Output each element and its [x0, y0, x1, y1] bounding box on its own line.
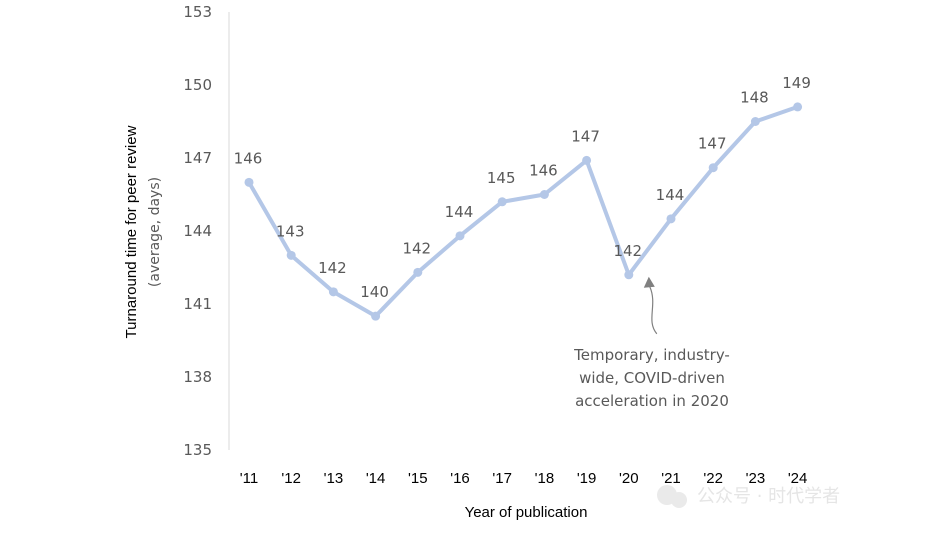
data-point: [539, 190, 549, 199]
annotation-arrow: [649, 286, 658, 335]
annotation-line-1: Temporary, industry-: [573, 346, 730, 364]
data-point: [455, 231, 465, 241]
y-tick-label: 147: [183, 149, 212, 167]
y-axis-title: Turnaround time for peer review: [123, 125, 140, 338]
watermark-text: 公众号 · 时代学者: [697, 486, 840, 507]
data-point: [497, 197, 507, 207]
watermark: 公众号 · 时代学者: [657, 485, 840, 508]
data-point: [708, 163, 718, 173]
data-labels: 146 143 142 140 142 144 145 146 147 142 144 147 148 1…: [234, 74, 811, 301]
y-tick-label: 138: [183, 368, 212, 386]
data-label: 142: [402, 239, 431, 257]
data-point: [582, 155, 592, 165]
data-label: 146: [529, 162, 558, 180]
data-label: 143: [276, 222, 305, 240]
y-tick-label: 153: [183, 3, 212, 21]
y-axis-subtitle: (average, days): [147, 177, 163, 287]
data-point: [328, 287, 338, 297]
data-label: 147: [698, 135, 727, 153]
data-point: [413, 267, 423, 277]
x-tick-label: '24: [788, 470, 808, 487]
x-tick-label: '17: [492, 470, 512, 487]
y-tick-label: 144: [183, 222, 212, 240]
x-tick-label: '18: [535, 470, 555, 487]
y-axis-titles: Turnaround time for peer review (average…: [123, 125, 163, 338]
data-point: [666, 214, 676, 224]
data-label: 144: [445, 203, 474, 221]
wechat-icon-secondary: [671, 492, 687, 508]
x-tick-label: '20: [619, 470, 639, 487]
data-label: 142: [318, 259, 347, 277]
data-point: [371, 311, 381, 321]
data-point: [624, 270, 634, 280]
x-tick-label: '11: [240, 470, 258, 487]
x-tick-label: '12: [281, 470, 301, 487]
data-points: [244, 102, 803, 321]
x-tick-label: '14: [366, 470, 386, 487]
x-tick-label: '13: [324, 470, 344, 487]
annotation-line-2: wide, COVID-driven: [579, 369, 725, 387]
x-tick-label: '15: [408, 470, 428, 487]
y-tick-label: 150: [183, 76, 212, 94]
x-tick-label: '23: [746, 470, 766, 487]
y-tick-labels: 135 138 141 144 147 150 153: [183, 3, 212, 459]
y-tick-label: 135: [183, 441, 212, 459]
data-label: 146: [234, 149, 263, 167]
x-tick-label: '22: [703, 470, 723, 487]
x-tick-label: '19: [577, 470, 597, 487]
data-label: 145: [487, 169, 516, 187]
annotation-arrowhead: [643, 276, 655, 288]
data-label: 144: [656, 186, 685, 204]
x-tick-labels: '11 '12 '13 '14 '15 '16 '17 '18 '19 '20 '21 '22 '23 '…: [240, 470, 808, 487]
data-point: [286, 250, 296, 260]
data-label: 149: [782, 74, 811, 92]
series-line: [247, 104, 800, 319]
covid-annotation: Temporary, industry- wide, COVID-driven …: [573, 276, 730, 410]
annotation-line-3: acceleration in 2020: [575, 392, 729, 410]
data-label: 147: [571, 127, 600, 145]
data-point: [793, 102, 803, 112]
y-tick-label: 141: [183, 295, 212, 313]
data-label: 148: [740, 89, 769, 107]
data-point: [750, 117, 760, 126]
x-tick-label: '21: [661, 470, 681, 487]
x-tick-label: '16: [450, 470, 470, 487]
data-point: [244, 177, 254, 187]
data-label: 140: [360, 283, 389, 301]
data-label: 142: [613, 242, 642, 260]
x-axis-title: Year of publication: [465, 504, 588, 521]
